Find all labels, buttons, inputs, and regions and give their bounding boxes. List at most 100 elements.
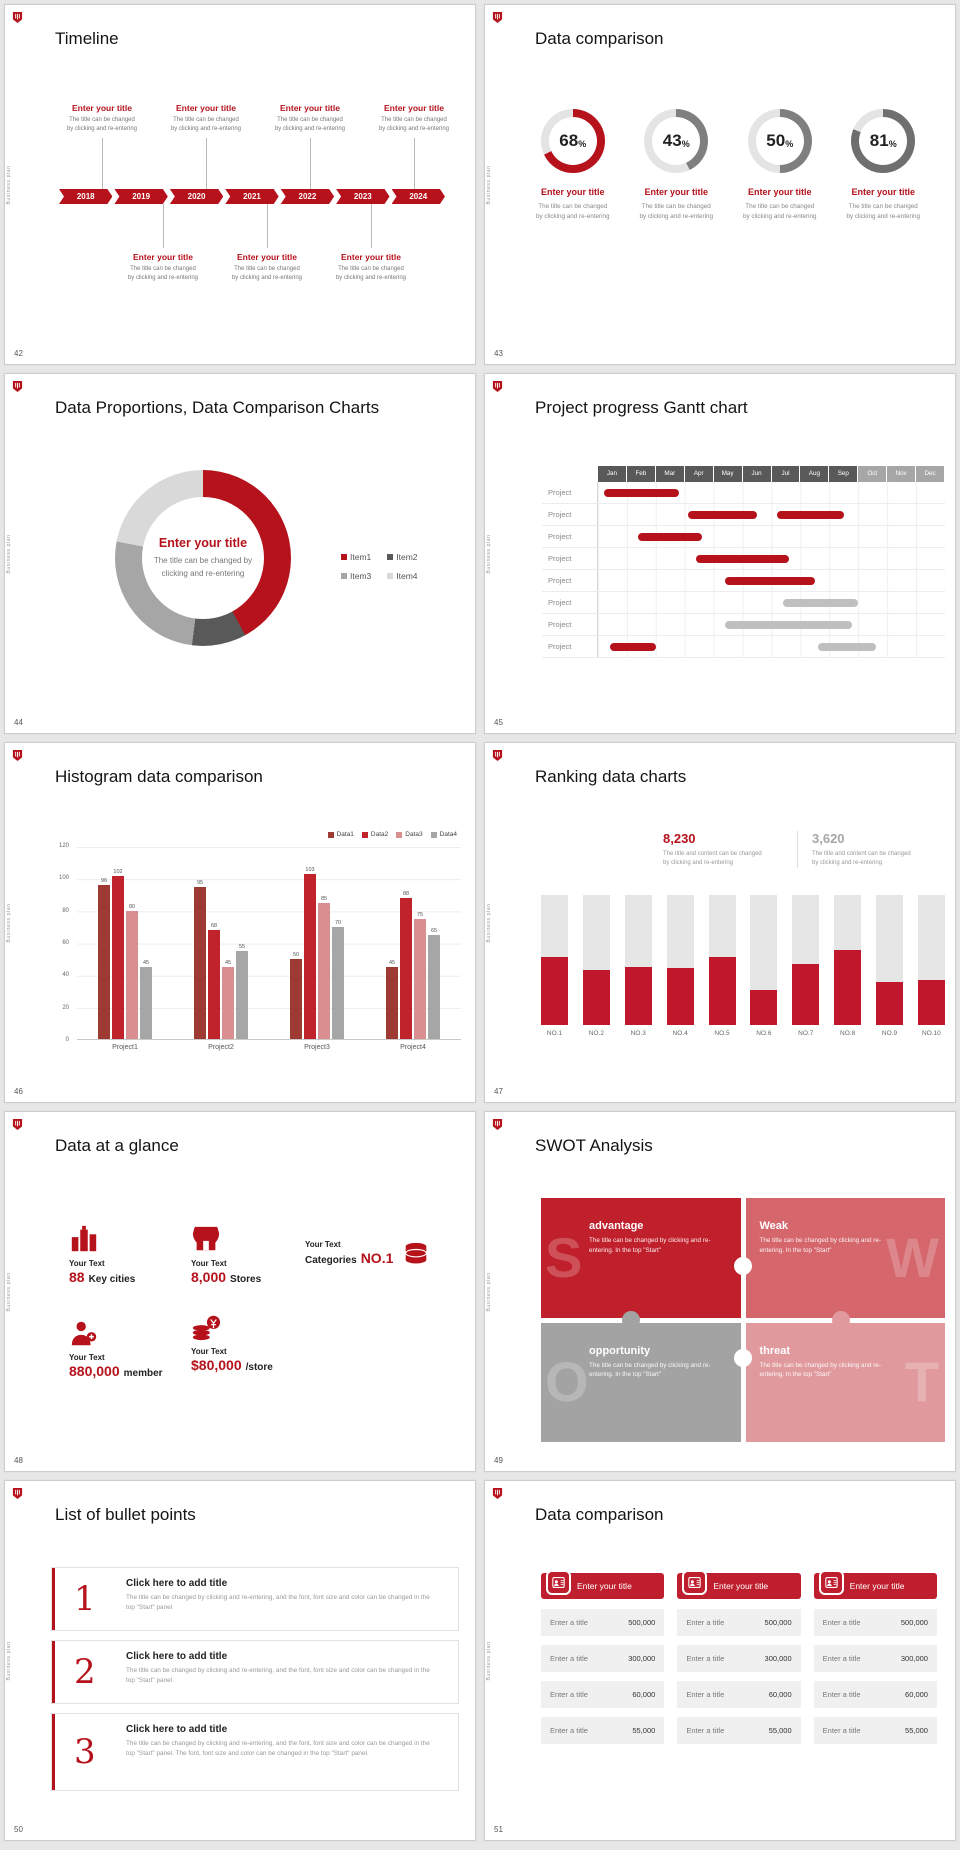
donut-value: 68 [559,131,579,150]
timeline-item-text: by clicking and re-entering [231,275,303,282]
row-value: 300,000 [628,1654,656,1663]
percent-sign: % [578,139,587,149]
slide-thumbnail-47[interactable]: Business plan Ranking data charts 8,230 … [484,742,956,1103]
timeline-item-text: The title can be changed [234,266,300,272]
swot-grid: S advantage The title can be changed by … [541,1198,945,1442]
row-label: Enter a title [550,1654,588,1663]
histogram-bar: 45 [222,847,234,1039]
brand-logo-icon [12,1119,23,1130]
slide-thumbnail-42[interactable]: Business plan Timeline Enter your title … [4,4,476,365]
legend-swatch [396,831,403,838]
chart-legend: Item1 Item2 Item3 Item4 [341,552,418,581]
bullet-heading: Click here to add title [126,1578,228,1589]
timeline-bottom-items: Enter your title The title can be change… [111,204,423,284]
table-row: Enter a title 500,000 [813,1609,937,1636]
x-label: Project2 [208,1044,234,1051]
histogram-bar: 85 [318,847,330,1039]
histogram-bar: 95 [194,847,206,1039]
connector-line [101,137,103,189]
vertical-brand-label: Business plan [6,1272,12,1311]
slide-thumbnail-51[interactable]: Business plan Data comparison Enter your… [484,1480,956,1841]
stat-label: Your Text [191,1347,227,1356]
slide-title: Data at a glance [55,1136,179,1155]
table-header-title: Enter your title [577,1581,632,1591]
slide-title: Project progress Gantt chart [535,398,748,417]
bullet-number: 2 [74,1652,96,1692]
histogram-bar: 50 [290,847,302,1039]
gantt-row: Project [542,548,945,570]
timeline-item-text: The title can be changed [69,117,135,123]
row-label: Enter a title [822,1690,861,1699]
table-header-title: Enter your title [713,1581,769,1591]
slide-title: Data comparison [535,29,664,48]
pie-center-text: clicking and re-entering [161,568,245,578]
stat-text: The title can be changed [641,203,711,210]
table-header: Enter your title [541,1570,665,1599]
table-row: Enter a title 55,000 [813,1717,937,1744]
ranking-stats: 8,230 The title and content can be chang… [663,831,932,868]
slide-thumbnail-50[interactable]: Business plan List of bullet points 1 Cl… [4,1480,476,1841]
stat-text: by clicking and re-entering [742,212,817,220]
slide-thumbnail-44[interactable]: Business plan Data Proportions, Data Com… [4,373,476,734]
slide-thumbnail-48[interactable]: Business plan Data at a glance Your Text… [4,1111,476,1472]
stat-value: 880,000 [69,1363,120,1379]
slide-title: Ranking data charts [535,767,687,786]
stat-title: Enter your title [540,187,605,197]
table-header-icon [546,1570,571,1595]
row-value: 300,000 [764,1654,792,1663]
row-label: Enter a title [686,1654,725,1663]
gantt-month-header: Aug [800,466,830,482]
row-label: Enter a title [550,1618,588,1627]
x-label: Project4 [400,1044,426,1051]
stat-label: Your Text [69,1353,105,1362]
bullet-heading: Click here to add title [126,1651,228,1662]
stat-text: by clicking and re-entering [639,212,713,220]
slide-thumbnail-46[interactable]: Business plan Histogram data comparison … [4,742,476,1103]
city-buildings-icon [69,1224,135,1254]
stat-unit: Stores [230,1274,262,1285]
gantt-row: Project [542,592,945,614]
legend-item: Data4 [430,831,457,838]
stat-value: $80,000 [191,1357,242,1373]
stat-value: NO.1 [360,1250,394,1266]
timeline-item-title: Enter your title [237,252,297,262]
slide-thumbnail-43[interactable]: Business plan Data comparison 68 % Enter… [484,4,956,365]
swot-heading: advantage [589,1220,644,1232]
donut-chart: 43 % [644,109,709,173]
slide-title: Data Proportions, Data Comparison Charts [55,398,380,417]
stat-title: Enter your title [747,187,812,197]
slide-title: Histogram data comparison [55,767,263,786]
stat-text: by clicking and re-entering [812,860,883,866]
ranking-chart: NO.1 NO.2 NO.3 NO.4 NO.5 NO.6 NO.7 NO.8 NO.9 NO.1… [541,895,945,1037]
swot-opportunity-piece: O opportunity The title can be changed b… [541,1322,741,1442]
stat-item: Your Text Categories NO.1 [305,1240,431,1275]
row-value: 55,000 [632,1726,656,1735]
stat-value: 8,000 [191,1269,227,1285]
y-tick: 120 [58,843,69,849]
donut-stat: 81 % Enter your title The title can be c… [832,109,936,222]
gantt-month-header: Feb [626,466,656,482]
swot-threat-piece: T threat The title can be changed by cli… [745,1322,945,1442]
accent-bar [52,1714,55,1790]
gantt-row: Project [542,526,945,548]
gantt-bar [687,510,758,519]
gantt-row-label: Project [542,504,598,525]
swot-text: The title can be changed by clicking and… [589,1237,711,1254]
puzzle-bump [621,1311,640,1329]
histogram-chart: Data1 Data2 Data3 Data4 120 100 80 60 40 20 0 96 1… [5,743,475,1102]
bullet-item: 3 Click here to add title The title can … [51,1713,459,1791]
brand-logo-icon [492,1119,503,1130]
slide-thumbnail-45[interactable]: Business plan Project progress Gantt cha… [484,373,956,734]
swot-letter: O [545,1350,589,1414]
row-label: Enter a title [550,1690,588,1699]
swot-letter: S [545,1225,583,1289]
stat-title: Enter your title [644,187,708,197]
histogram-group: 96 102 80 45 [98,847,152,1039]
percent-sign: % [785,139,794,149]
stat-text: The title can be changed [745,203,815,210]
timeline-item-text: The title can be changed [338,266,404,272]
donut-hole: 43 % [652,117,701,165]
swot-heading: threat [759,1344,791,1357]
slide-thumbnail-49[interactable]: Business plan SWOT Analysis S advantage … [484,1111,956,1472]
donut-value: 81 [869,131,889,150]
